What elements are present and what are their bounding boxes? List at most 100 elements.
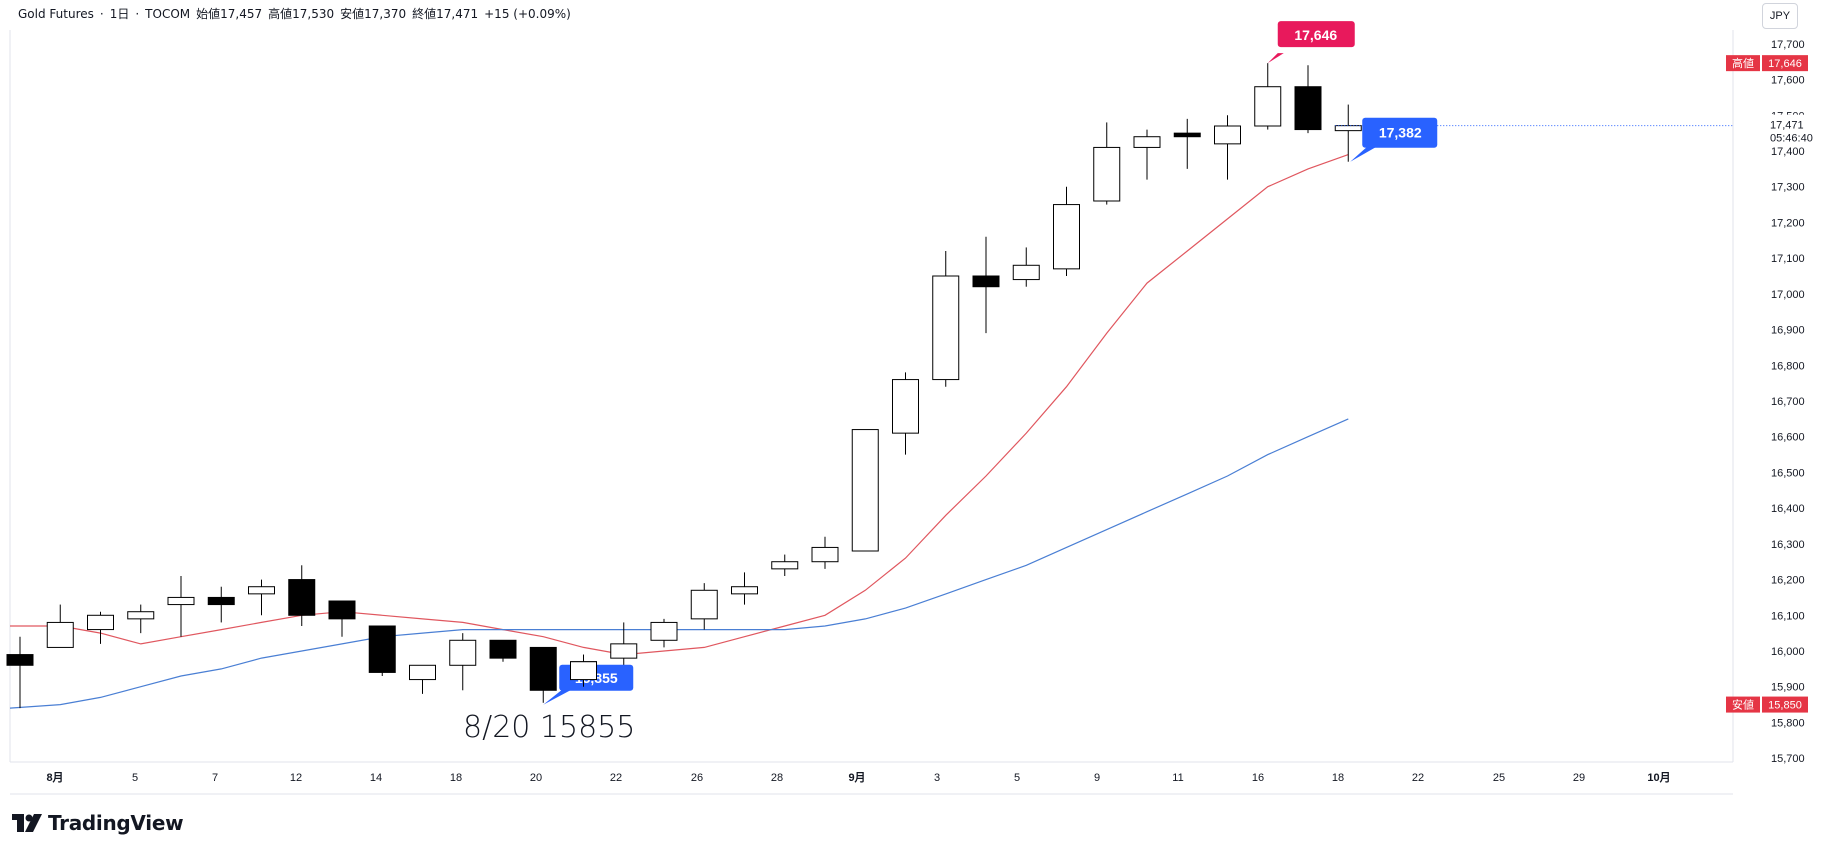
x-tick-label: 5 bbox=[132, 772, 138, 784]
candle-body[interactable] bbox=[1053, 204, 1080, 270]
separator-dot: · bbox=[99, 7, 104, 21]
chart-header: Gold Futures · 1日 · TOCOM 始値17,457 高値17,530 安値1… bbox=[18, 5, 577, 22]
exchange-label: TOCOM bbox=[145, 7, 191, 21]
x-tick-label: 16 bbox=[1252, 772, 1264, 784]
y-tick-label: 16,700 bbox=[1771, 396, 1805, 408]
candle-body[interactable] bbox=[449, 639, 477, 666]
high-badge[interactable] bbox=[1277, 21, 1355, 48]
axis-low-value-box bbox=[1762, 696, 1808, 713]
y-tick-label: 16,200 bbox=[1771, 575, 1805, 587]
candle-body[interactable] bbox=[1254, 86, 1282, 127]
candle-body[interactable] bbox=[1334, 125, 1362, 132]
candle-body[interactable] bbox=[811, 546, 839, 563]
x-tick-label: 7 bbox=[212, 772, 218, 784]
axis-low-tag bbox=[1726, 696, 1760, 713]
candle-body[interactable] bbox=[248, 586, 275, 595]
x-tick-label: 22 bbox=[1412, 772, 1424, 784]
candle-body[interactable] bbox=[892, 379, 919, 434]
y-tick-label: 15,800 bbox=[1771, 717, 1805, 729]
low-value: 安値17,370 bbox=[340, 7, 407, 21]
candle-body[interactable] bbox=[570, 661, 597, 681]
low-price-annotation: 8/20 15855 bbox=[463, 710, 635, 745]
candle-body[interactable] bbox=[771, 561, 799, 570]
close-value: 終値17,471 bbox=[412, 7, 479, 21]
candle-body[interactable] bbox=[932, 275, 960, 381]
x-tick-label: 10月 bbox=[1647, 771, 1670, 784]
current-price-box bbox=[1762, 114, 1820, 145]
current-price-label: 17,471 bbox=[1770, 120, 1804, 132]
x-tick-label: 9 bbox=[1094, 772, 1100, 784]
y-tick-label: 17,000 bbox=[1771, 289, 1805, 301]
y-tick-label: 16,600 bbox=[1771, 432, 1805, 444]
tradingview-logo[interactable]: TradingView bbox=[12, 811, 184, 835]
open-value: 始値17,457 bbox=[196, 7, 263, 21]
x-tick-label: 14 bbox=[370, 772, 382, 784]
candle-body[interactable] bbox=[167, 596, 195, 606]
countdown-label: 05:46:40 bbox=[1770, 133, 1813, 145]
y-tick-label: 17,700 bbox=[1771, 39, 1805, 51]
candle-body[interactable] bbox=[368, 625, 396, 673]
candle-body[interactable] bbox=[1012, 264, 1040, 281]
separator-dot: · bbox=[135, 7, 140, 21]
high-badge-label: 17,646 bbox=[1294, 27, 1337, 43]
axis-low-tag-label: 安値 bbox=[1732, 698, 1754, 712]
current-callout-pointer bbox=[1350, 145, 1379, 162]
y-tick-label: 16,000 bbox=[1771, 646, 1805, 658]
candle-body[interactable] bbox=[46, 621, 74, 648]
candle-body[interactable] bbox=[1133, 136, 1161, 148]
candle-body[interactable] bbox=[1294, 86, 1322, 131]
y-tick-label: 16,800 bbox=[1771, 360, 1805, 372]
symbol-name[interactable]: Gold Futures bbox=[18, 7, 94, 21]
y-tick-label: 16,900 bbox=[1771, 325, 1805, 337]
candle-body[interactable] bbox=[529, 646, 557, 691]
x-tick-label: 25 bbox=[1493, 772, 1505, 784]
x-tick-label: 18 bbox=[450, 772, 462, 784]
x-tick-label: 5 bbox=[1014, 772, 1020, 784]
candle-body[interactable] bbox=[87, 614, 114, 631]
y-tick-label: 16,300 bbox=[1771, 539, 1805, 551]
axis-high-tag bbox=[1726, 55, 1760, 72]
y-tick-label: 17,200 bbox=[1771, 217, 1805, 229]
candle-body[interactable] bbox=[610, 643, 638, 659]
high-badge-pointer bbox=[1267, 53, 1284, 64]
candle-body[interactable] bbox=[1214, 125, 1241, 145]
axis-low-value: 15,850 bbox=[1768, 700, 1802, 712]
currency-button[interactable]: JPY bbox=[1762, 3, 1798, 29]
high-value: 高値17,530 bbox=[268, 7, 335, 21]
candle-body[interactable] bbox=[1173, 132, 1201, 138]
candle-body[interactable] bbox=[690, 589, 718, 620]
candle-body[interactable] bbox=[409, 664, 436, 681]
y-tick-label: 15,700 bbox=[1771, 753, 1805, 765]
candle-body[interactable] bbox=[1093, 146, 1121, 202]
axis-high-tag-label: 高値 bbox=[1732, 56, 1754, 70]
y-tick-label: 17,600 bbox=[1771, 75, 1805, 87]
y-tick-label: 17,400 bbox=[1771, 146, 1805, 158]
candle-body[interactable] bbox=[288, 579, 316, 616]
logo-text: TradingView bbox=[48, 811, 184, 835]
candle-body[interactable] bbox=[972, 275, 1000, 288]
x-tick-label: 11 bbox=[1172, 772, 1183, 784]
interval-label[interactable]: 1日 bbox=[109, 7, 130, 21]
x-tick-label: 12 bbox=[290, 772, 302, 784]
current-callout[interactable] bbox=[1362, 117, 1438, 148]
y-tick-label: 17,300 bbox=[1771, 182, 1805, 194]
candle-body[interactable] bbox=[207, 596, 235, 606]
candle-body[interactable] bbox=[6, 654, 34, 666]
tradingview-logo-icon bbox=[12, 814, 42, 832]
candle-body[interactable] bbox=[127, 611, 155, 620]
y-tick-label: 16,500 bbox=[1771, 467, 1805, 479]
low-callout-pointer bbox=[543, 688, 574, 705]
axis-high-value: 17,646 bbox=[1768, 58, 1802, 70]
y-tick-label: 15,900 bbox=[1771, 682, 1805, 694]
x-tick-label: 3 bbox=[934, 772, 940, 784]
candle-body[interactable] bbox=[731, 586, 758, 595]
change-value: +15 (+0.09%) bbox=[484, 7, 571, 21]
candle-body[interactable] bbox=[650, 621, 678, 641]
candle-body[interactable] bbox=[328, 600, 356, 620]
x-tick-label: 8月 bbox=[46, 771, 63, 784]
candle-body[interactable] bbox=[851, 429, 879, 552]
x-tick-label: 26 bbox=[691, 772, 703, 784]
candle-body[interactable] bbox=[489, 639, 517, 659]
y-tick-label: 16,400 bbox=[1771, 503, 1805, 515]
